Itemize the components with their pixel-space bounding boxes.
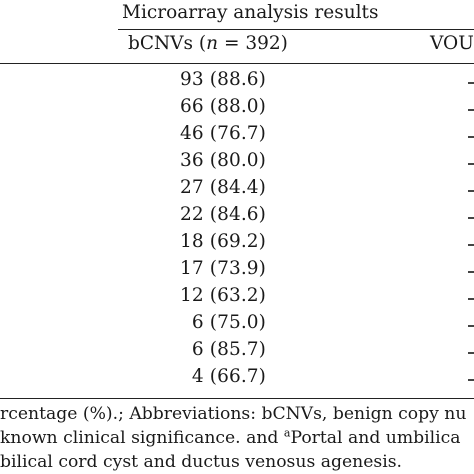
group-header: Microarray analysis results [122, 2, 379, 23]
table-cell-bcnv-1: 93 (88.6) [180, 69, 266, 90]
table-cell-bcnv-11: 6 (85.7) [191, 339, 266, 360]
bcnvs-header-n: n [206, 33, 219, 54]
truncated-cell-mark [468, 352, 474, 354]
truncated-cell-mark [468, 298, 474, 300]
footnote-line-2-prefix: known clinical significance. and [0, 428, 284, 448]
group-header-rule [118, 29, 474, 30]
footnote-line-2-suffix: Portal and umbilica [290, 428, 461, 448]
truncated-cell-mark [468, 379, 474, 381]
table-cell-bcnv-8: 17 (73.9) [180, 258, 266, 279]
truncated-cell-mark [468, 271, 474, 273]
truncated-cell-mark [468, 325, 474, 327]
truncated-cell-mark [468, 163, 474, 165]
table-cell-bcnv-7: 18 (69.2) [180, 231, 266, 252]
bcnvs-header-prefix: bCNVs ( [128, 33, 207, 54]
bcnvs-header-suffix: = 392) [218, 33, 288, 54]
truncated-cell-mark [468, 136, 474, 138]
table-cell-bcnv-12: 4 (66.7) [191, 366, 266, 387]
column-header-rule [0, 63, 474, 64]
column-header-bcnvs: bCNVs (n = 392) [128, 33, 288, 54]
table-cell-bcnv-10: 6 (75.0) [191, 312, 266, 333]
footnote-line-1: rcentage (%).; Abbreviations: bCNVs, ben… [0, 404, 467, 424]
footnote-line-3: bilical cord cyst and ductus venosus age… [0, 452, 402, 472]
table-bottom-rule [0, 398, 474, 399]
table-cell-bcnv-4: 36 (80.0) [180, 150, 266, 171]
table-cell-bcnv-3: 46 (76.7) [180, 123, 266, 144]
truncated-cell-mark [468, 82, 474, 84]
table-cell-bcnv-5: 27 (84.4) [180, 177, 266, 198]
footnote-marker-a: a [283, 426, 291, 440]
table-cell-bcnv-9: 12 (63.2) [180, 285, 266, 306]
truncated-cell-mark [468, 244, 474, 246]
truncated-cell-mark [468, 109, 474, 111]
table-cell-bcnv-6: 22 (84.6) [180, 204, 266, 225]
footnote-line-2: known clinical significance. and aPortal… [0, 426, 474, 448]
column-header-vous: VOU [430, 33, 474, 54]
truncated-cell-mark [468, 190, 474, 192]
truncated-cell-mark [468, 217, 474, 219]
table-cell-bcnv-2: 66 (88.0) [180, 96, 266, 117]
